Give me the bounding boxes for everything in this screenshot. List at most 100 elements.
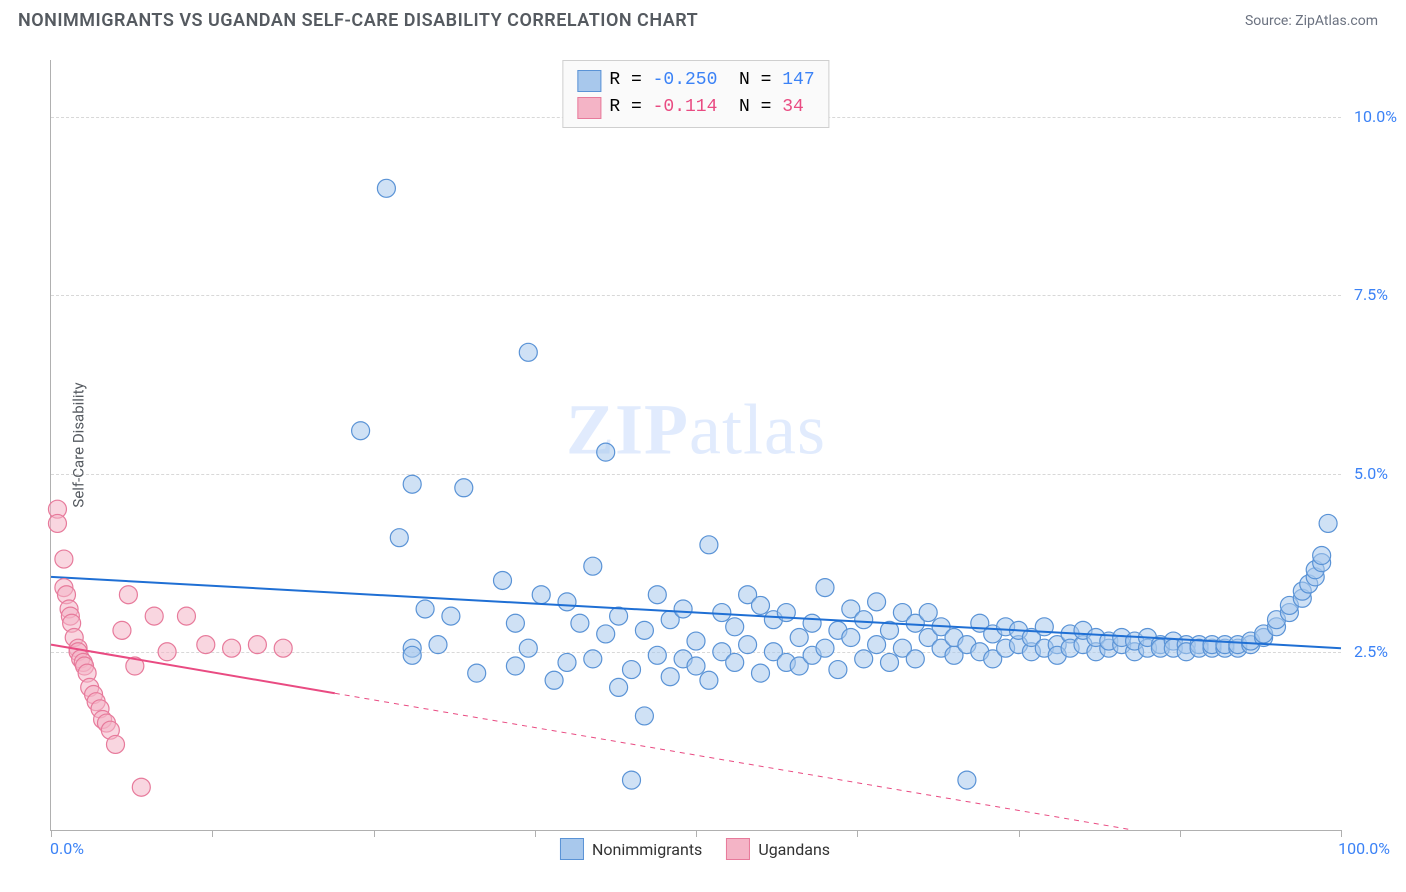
data-point — [455, 479, 473, 497]
data-point — [726, 653, 744, 671]
scatter-plot-svg — [51, 60, 1341, 830]
data-point — [958, 771, 976, 789]
data-point — [519, 639, 537, 657]
y-tick-label: 10.0% — [1354, 107, 1400, 126]
data-point — [377, 179, 395, 197]
x-axis-max-label: 100.0% — [1338, 839, 1390, 858]
x-tick — [1341, 830, 1342, 837]
legend-item: Ugandans — [726, 838, 830, 860]
data-point — [197, 636, 215, 654]
x-axis-min-label: 0.0% — [50, 839, 84, 858]
x-tick — [696, 830, 697, 837]
data-point — [48, 514, 66, 532]
data-point — [868, 593, 886, 611]
data-point — [107, 735, 125, 753]
data-point — [829, 661, 847, 679]
legend-label: Ugandans — [758, 840, 830, 859]
data-point — [274, 639, 292, 657]
data-point — [468, 664, 486, 682]
data-point — [145, 607, 163, 625]
series-swatch — [577, 70, 601, 92]
x-tick — [1180, 830, 1181, 837]
data-point — [545, 671, 563, 689]
bottom-legend: Nonimmigrants Ugandans — [560, 838, 830, 860]
data-point — [752, 664, 770, 682]
legend-label: Nonimmigrants — [592, 840, 702, 859]
data-point — [584, 557, 602, 575]
data-point — [506, 614, 524, 632]
data-point — [713, 604, 731, 622]
data-point — [700, 671, 718, 689]
data-point — [55, 550, 73, 568]
data-point — [132, 778, 150, 796]
data-point — [416, 600, 434, 618]
correlation-stats-box: R = -0.250 N = 147 R = -0.114 N = 34 — [562, 60, 829, 128]
data-point — [390, 529, 408, 547]
data-point — [648, 646, 666, 664]
data-point — [855, 611, 873, 629]
data-point — [919, 604, 937, 622]
legend-swatch — [560, 838, 584, 860]
data-point — [842, 629, 860, 647]
data-point — [158, 643, 176, 661]
series-swatch — [577, 97, 601, 119]
data-point — [700, 536, 718, 554]
y-axis-title: Self-Care Disability — [70, 382, 88, 507]
data-point — [177, 607, 195, 625]
data-point — [816, 579, 834, 597]
data-point — [519, 343, 537, 361]
data-point — [442, 607, 460, 625]
data-point — [248, 636, 266, 654]
data-point — [635, 621, 653, 639]
data-point — [881, 653, 899, 671]
data-point — [610, 678, 628, 696]
x-tick — [857, 830, 858, 837]
data-point — [648, 586, 666, 604]
stats-row: R = -0.250 N = 147 — [577, 67, 814, 94]
data-point — [803, 614, 821, 632]
data-point — [558, 653, 576, 671]
y-tick-label: 7.5% — [1354, 285, 1400, 304]
x-tick — [1019, 830, 1020, 837]
data-point — [506, 657, 524, 675]
data-point — [635, 707, 653, 725]
data-point — [429, 636, 447, 654]
data-point — [868, 636, 886, 654]
data-point — [790, 629, 808, 647]
data-point — [674, 600, 692, 618]
data-point — [223, 639, 241, 657]
legend-swatch — [726, 838, 750, 860]
chart-title: NONIMMIGRANTS VS UGANDAN SELF-CARE DISAB… — [18, 10, 698, 31]
stats-text: R = -0.250 N = 147 — [609, 67, 814, 94]
chart-container: ZIPatlas R = -0.250 N = 147 R = -0.114 N… — [50, 60, 1340, 830]
data-point — [855, 650, 873, 668]
data-point — [739, 636, 757, 654]
data-point — [1319, 514, 1337, 532]
data-point — [558, 593, 576, 611]
source-attribution: Source: ZipAtlas.com — [1245, 13, 1378, 29]
y-tick-label: 2.5% — [1354, 642, 1400, 661]
data-point — [597, 625, 615, 643]
data-point — [584, 650, 602, 668]
data-point — [687, 632, 705, 650]
data-point — [752, 596, 770, 614]
data-point — [532, 586, 550, 604]
data-point — [597, 443, 615, 461]
x-tick — [51, 830, 52, 837]
legend-item: Nonimmigrants — [560, 838, 702, 860]
trend-line-extrapolated — [335, 693, 1133, 830]
x-tick — [535, 830, 536, 837]
data-point — [403, 475, 421, 493]
stats-row: R = -0.114 N = 34 — [577, 94, 814, 121]
data-point — [403, 646, 421, 664]
x-tick — [374, 830, 375, 837]
data-point — [494, 571, 512, 589]
data-point — [623, 661, 641, 679]
data-point — [610, 607, 628, 625]
data-point — [906, 650, 924, 668]
x-tick — [212, 830, 213, 837]
plot-area: ZIPatlas R = -0.250 N = 147 R = -0.114 N… — [50, 60, 1341, 831]
data-point — [687, 657, 705, 675]
data-point — [661, 668, 679, 686]
data-point — [113, 621, 131, 639]
